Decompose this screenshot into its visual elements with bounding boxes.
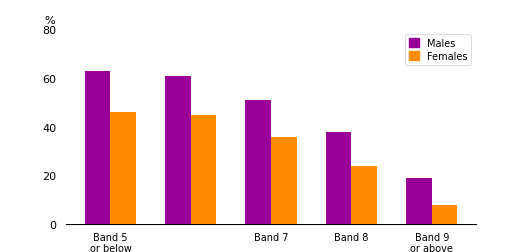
Legend: Males, Females: Males, Females <box>405 35 471 66</box>
Bar <box>111 113 136 224</box>
Bar <box>245 101 271 224</box>
Bar <box>406 178 432 224</box>
Bar <box>271 137 297 224</box>
Bar <box>165 76 191 224</box>
Bar <box>85 72 111 224</box>
Y-axis label: %: % <box>44 16 55 26</box>
Bar <box>351 166 377 224</box>
Bar <box>432 205 458 224</box>
Bar <box>191 115 216 224</box>
Bar <box>326 132 351 224</box>
